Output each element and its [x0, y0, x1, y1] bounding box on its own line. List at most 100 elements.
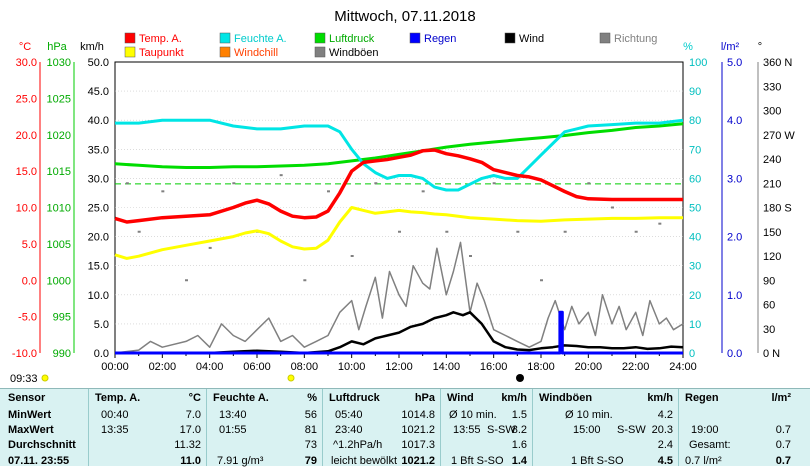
direction-point — [634, 230, 638, 233]
stats-value: 4.5 — [657, 455, 673, 467]
stats-unit: km/h — [647, 392, 673, 404]
direction-point — [161, 190, 165, 193]
stats-time: 13:35 — [101, 424, 129, 436]
stats-sensor: Sensor MinWert MaxWert Durchschnitt 07.1… — [0, 389, 88, 467]
wind-tick-label: 50.0 — [88, 57, 109, 69]
x-axis: 00:00 02:00 04:00 06:00 08:00 10:00 12:00 14:00… — [101, 361, 697, 373]
stats-time: Ø 10 min. — [565, 409, 613, 421]
series-dewpoint-line — [114, 206, 683, 260]
press-tick-label: 1025 — [47, 93, 71, 105]
stats-header: Wind — [447, 392, 474, 404]
direction-point — [492, 182, 496, 185]
weather-chart: Mittwoch, 07.11.2018 Temp. A. Feuchte A. L… — [10, 8, 795, 385]
press-tick-label: 990 — [53, 348, 71, 360]
temp-tick-label: 5.0 — [22, 239, 37, 251]
x-tick-label: 22:00 — [622, 361, 650, 373]
hum-tick-label: 10 — [689, 319, 701, 331]
direction-point — [208, 246, 212, 249]
x-tick-label: 02:00 — [149, 361, 177, 373]
stats-beaufort: 1 Bft S-SO — [571, 455, 624, 467]
direction-point — [587, 182, 591, 185]
direction-point — [540, 279, 543, 282]
hum-axis-unit: % — [683, 41, 693, 53]
hum-tick-label: 20 — [689, 290, 701, 302]
stats-unit: l/m² — [771, 392, 791, 404]
stats-value: 1.6 — [511, 439, 527, 451]
stats-time: 13:55 — [453, 424, 481, 436]
x-tick-label: 12:00 — [385, 361, 413, 373]
temp-axis-unit: °C — [19, 41, 31, 53]
dir-tick-label: 180 S — [763, 203, 792, 215]
wind-tick-label: 45.0 — [88, 86, 109, 98]
temp-tick-label: 25.0 — [16, 93, 37, 105]
stats-unit: hPa — [414, 392, 435, 404]
stats-value: 1014.8 — [401, 409, 435, 421]
press-axis-unit: hPa — [47, 41, 67, 53]
direction-point — [279, 174, 283, 177]
stats-rain: Regen l/m² 19:00 0.7 Gesamt: 0.7 0.7 l/m… — [678, 389, 810, 467]
stats-value: 0.7 — [775, 439, 791, 451]
stats-value: 7.0 — [185, 409, 201, 421]
series-gust-line — [114, 241, 684, 354]
dir-tick-label: 210 — [763, 178, 781, 190]
wind-tick-label: 25.0 — [88, 203, 109, 215]
stats-unit: % — [307, 392, 317, 404]
rain-tick-label: 5.0 — [727, 57, 742, 69]
direction-point — [125, 182, 129, 185]
legend-swatch — [314, 32, 326, 44]
stats-humidity: Feuchte A. % 13:40 56 01:55 81 73 7.91 g… — [206, 389, 323, 467]
axes: 30.025.020.015.010.05.00.0-5.0-10.010301… — [12, 57, 795, 360]
stats-header: Feuchte A. — [213, 392, 269, 404]
wind-tick-label: 0.0 — [94, 348, 109, 360]
x-tick-label: 00:00 — [101, 361, 129, 373]
hum-tick-label: 60 — [689, 173, 701, 185]
stats-unit: km/h — [501, 392, 527, 404]
stats-direction: S-SW — [617, 424, 646, 436]
legend-swatch — [124, 46, 136, 58]
stats-value: 1.5 — [511, 409, 527, 421]
hum-tick-label: 100 — [689, 57, 707, 69]
legend-swatch — [409, 32, 421, 44]
stats-trend: ^1.2hPa/h — [333, 439, 383, 451]
stats-header: Regen — [685, 392, 719, 404]
legend-label: Wind — [519, 33, 544, 45]
wind-tick-label: 30.0 — [88, 173, 109, 185]
direction-point — [374, 182, 378, 185]
direction-point — [350, 255, 354, 257]
stats-value: 20.3 — [651, 424, 673, 436]
temp-tick-label: 30.0 — [16, 57, 37, 69]
direction-point — [469, 255, 472, 257]
direction-point — [445, 230, 449, 233]
stats-row-label: MinWert — [8, 409, 52, 421]
chart-title: Mittwoch, 07.11.2018 — [334, 8, 475, 25]
dir-tick-label: 300 — [763, 106, 781, 118]
temp-tick-label: 20.0 — [16, 130, 37, 142]
sun-marker — [287, 374, 295, 382]
stats-total-label: Gesamt: — [689, 439, 731, 451]
stats-value: 0.7 — [775, 455, 791, 467]
stats-value: 81 — [304, 424, 317, 436]
legend-label: Luftdruck — [329, 33, 375, 45]
dir-tick-label: 90 — [763, 275, 775, 287]
stats-beaufort: 1 Bft S-SO — [451, 455, 504, 467]
direction-point — [398, 230, 401, 233]
wind-tick-label: 5.0 — [94, 319, 109, 331]
stats-value: 2.4 — [657, 439, 673, 451]
stats-value: 1.4 — [511, 455, 527, 467]
stats-time: 13:40 — [219, 409, 247, 421]
stats-row-label: 07.11. 23:55 — [8, 455, 70, 467]
legend-swatch — [314, 46, 326, 58]
wind-tick-label: 40.0 — [88, 115, 109, 127]
stats-header: Luftdruck — [329, 392, 380, 404]
stats-header: Windböen — [539, 392, 593, 404]
series-pressure-line — [114, 122, 684, 169]
direction-point — [611, 206, 614, 209]
plot-area — [114, 61, 684, 354]
rain-tick-label: 0.0 — [727, 348, 742, 360]
direction-point — [303, 279, 307, 282]
x-tick-label: 18:00 — [527, 361, 555, 373]
x-tick-label: 24:00 — [669, 361, 697, 373]
hum-tick-label: 80 — [689, 115, 701, 127]
legend-label: Windchill — [234, 47, 278, 59]
axis-unit-labels: °C hPa km/h% l/m² ° — [19, 41, 762, 53]
